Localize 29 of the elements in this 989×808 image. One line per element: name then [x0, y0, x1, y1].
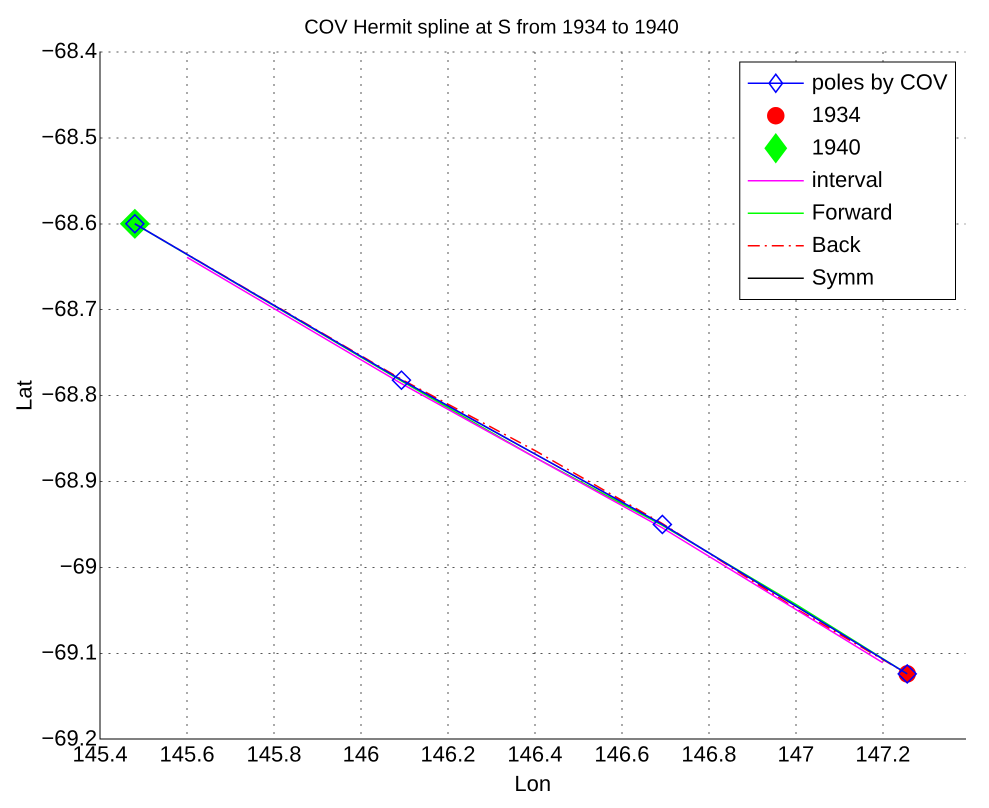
x-axis-title: Lon	[514, 770, 552, 796]
y-tick-label: −68.4	[41, 38, 98, 64]
legend-label: Forward	[812, 199, 892, 224]
legend-label: 1934	[812, 102, 861, 127]
legend-label: interval	[812, 166, 883, 192]
x-tick-label: 146.8	[681, 741, 736, 766]
legend-label: poles by COV	[812, 69, 948, 94]
y-axis-title: Lat	[11, 380, 36, 411]
legend-label: 1940	[812, 134, 861, 160]
x-tick-label: 147	[778, 741, 814, 766]
x-tick-label: 146.6	[594, 741, 650, 766]
x-tick-label: 147.2	[855, 741, 910, 766]
y-tick-label: −68.5	[41, 124, 98, 149]
x-tick-label: 145.6	[160, 741, 215, 766]
x-tick-label: 146	[342, 741, 380, 766]
y-tick-label: −68.8	[41, 382, 98, 407]
point	[392, 370, 412, 390]
point	[652, 514, 672, 534]
legend-label: Symm	[812, 264, 874, 290]
chart-title: COV Hermit spline at S from 1934 to 1940	[304, 16, 679, 39]
x-tick-label: 145.8	[246, 741, 302, 766]
y-tick-label: −69.1	[41, 639, 98, 664]
y-tick-label: −68.6	[41, 210, 98, 235]
y-tick-label: −68.7	[41, 296, 98, 321]
y-tick-label: −68.9	[41, 468, 98, 493]
x-tick-label: 146.2	[420, 741, 476, 766]
legend-label: Back	[812, 232, 862, 257]
y-tick-label: −69	[60, 553, 98, 578]
x-tick-label: 146.4	[507, 741, 562, 766]
